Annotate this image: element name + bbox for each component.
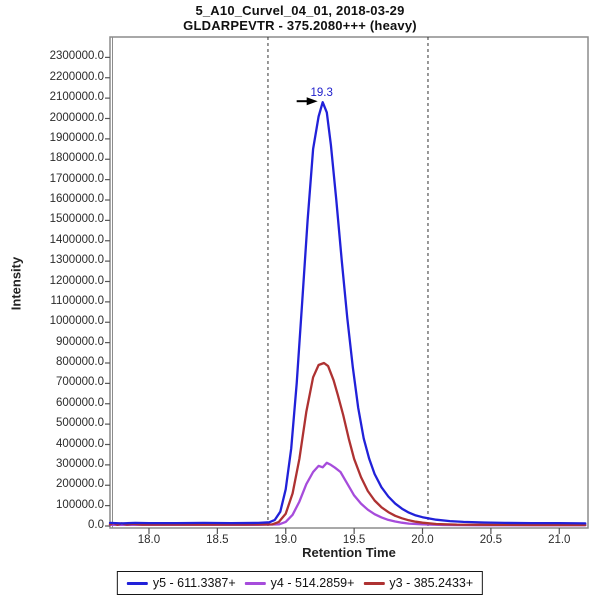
x-tick-label: 18.0 bbox=[137, 534, 161, 546]
y-tick-label: 200000.0 bbox=[56, 478, 104, 491]
legend-swatch-y4 bbox=[244, 581, 266, 585]
y-tick-label: 1600000.0 bbox=[49, 193, 104, 205]
chart-title-line2: GLDARPEVTR - 375.2080+++ (heavy) bbox=[183, 18, 417, 33]
x-tick-label: 21.0 bbox=[548, 534, 571, 546]
series-line-y5 bbox=[108, 101, 587, 525]
x-tick-label: 18.5 bbox=[206, 534, 229, 546]
y-tick-label: 2300000.0 bbox=[49, 50, 104, 63]
y-tick-label: 1500000.0 bbox=[49, 213, 104, 226]
series-line-y3 bbox=[108, 361, 587, 527]
peak-arrow-icon bbox=[306, 97, 318, 106]
chart-title-line1: 5_A10_Curvel_04_01, 2018-03-29 bbox=[195, 3, 405, 18]
plot-frame bbox=[109, 36, 589, 529]
y-tick-label: 1400000.0 bbox=[49, 233, 104, 246]
y-tick-label: 1100000.0 bbox=[50, 294, 104, 307]
y-tick-label: 500000.0 bbox=[56, 417, 104, 430]
x-tick-label: 19.5 bbox=[342, 534, 366, 546]
y-tick-label: 1200000.0 bbox=[49, 274, 104, 287]
legend-swatch-y3 bbox=[363, 581, 385, 585]
x-tick-label: 20.0 bbox=[411, 534, 434, 546]
legend-box: y5 - 611.3387+ y4 - 514.2859+ y3 - 385.2… bbox=[116, 571, 484, 595]
x-tick-label: 20.5 bbox=[479, 534, 503, 546]
y-tick-label: 0.0 bbox=[88, 519, 104, 531]
y-tick-label: 100000.0 bbox=[56, 498, 104, 511]
y-tick-label: 1300000.0 bbox=[49, 254, 104, 267]
y-tick-label: 1900000.0 bbox=[49, 131, 104, 144]
legend-label-y3: y3 - 385.2433+ bbox=[389, 576, 474, 590]
legend-entry-y3[interactable]: y3 - 385.2433+ bbox=[363, 576, 473, 590]
legend-entry-y4[interactable]: y4 - 514.2859+ bbox=[244, 576, 355, 590]
legend-label-y4: y4 - 514.2859+ bbox=[270, 576, 355, 590]
y-tick-label: 1700000.0 bbox=[49, 172, 104, 185]
y-tick-label: 1000000.0 bbox=[49, 315, 104, 328]
y-tick-label: 800000.0 bbox=[56, 356, 104, 368]
y-tick-label: 2100000.0 bbox=[49, 91, 104, 104]
peak-rt-annotation: 19.3 bbox=[310, 87, 332, 99]
y-tick-label: 2200000.0 bbox=[49, 70, 104, 83]
legend-entry-y5[interactable]: y5 - 611.3387+ bbox=[126, 576, 236, 590]
y-tick-label: 300000.0 bbox=[56, 457, 104, 470]
y-tick-label: 900000.0 bbox=[56, 335, 104, 348]
legend-swatch-y5 bbox=[126, 581, 148, 585]
y-tick-label: 600000.0 bbox=[56, 396, 104, 409]
x-axis-label: Retention Time bbox=[302, 545, 396, 560]
series-line-y4 bbox=[108, 461, 587, 527]
y-tick-label: 2000000.0 bbox=[49, 111, 104, 124]
legend-label-y5: y5 - 611.3387+ bbox=[152, 576, 236, 590]
y-tick-label: 400000.0 bbox=[56, 437, 104, 450]
x-tick-label: 19.0 bbox=[274, 534, 297, 546]
y-tick-label: 1800000.0 bbox=[49, 152, 104, 165]
y-tick-label: 700000.0 bbox=[56, 376, 104, 389]
